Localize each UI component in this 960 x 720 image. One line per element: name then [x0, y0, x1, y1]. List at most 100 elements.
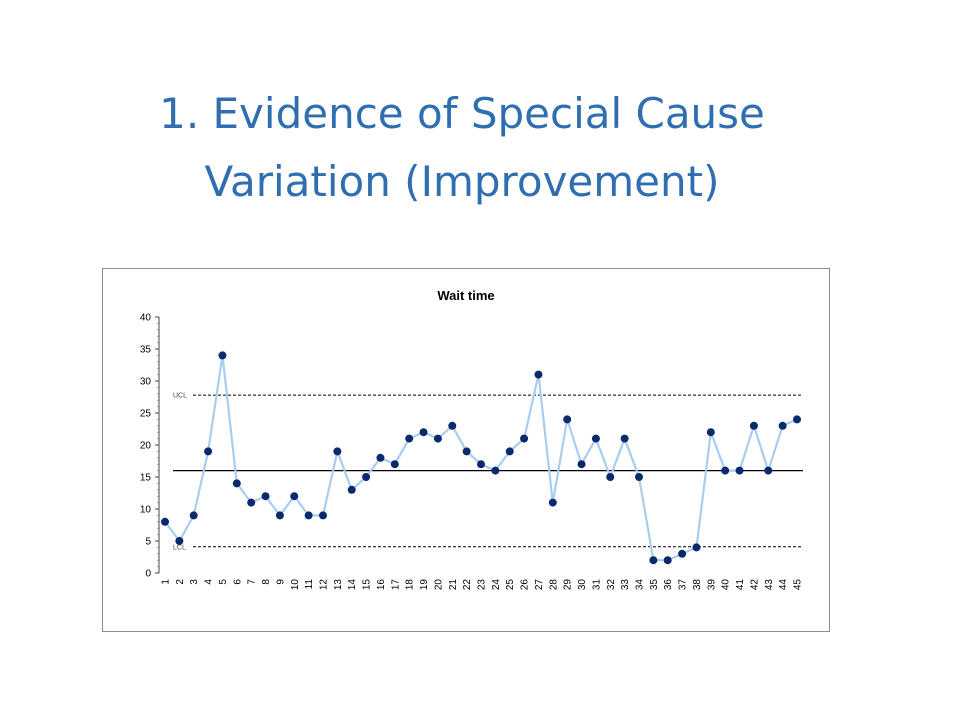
x-tick-label: 9 [275, 579, 286, 585]
x-tick-label: 29 [563, 579, 574, 591]
data-point [390, 460, 399, 469]
data-point [534, 370, 543, 379]
data-point [620, 434, 629, 443]
slide-title: 1. Evidence of Special Cause Variation (… [0, 80, 924, 216]
x-tick-label: 23 [477, 579, 488, 591]
data-point [204, 447, 213, 456]
x-tick-label: 31 [591, 579, 602, 591]
x-tick-label: 4 [204, 579, 215, 585]
x-tick-label: 36 [663, 579, 674, 591]
data-point [232, 479, 241, 488]
data-point [189, 511, 198, 520]
data-point [749, 421, 758, 430]
y-tick-label: 0 [145, 569, 151, 580]
data-point [692, 543, 701, 552]
x-tick-label: 28 [548, 579, 559, 591]
x-tick-label: 37 [678, 579, 689, 591]
x-tick-label: 39 [706, 579, 717, 591]
data-point [462, 447, 471, 456]
x-tick-label: 16 [376, 579, 387, 591]
x-tick-label: 40 [721, 579, 732, 591]
y-tick-label: 20 [140, 441, 152, 452]
x-tick-label: 20 [433, 579, 444, 591]
chart-frame: Wait time UCL LCL 0 5 10 15 20 25 30 35 40 1 2 3 4 5 6 7… [102, 268, 830, 632]
data-point [261, 492, 270, 501]
x-tick-label: 19 [419, 579, 430, 591]
data-point [606, 473, 615, 481]
data-point [563, 415, 572, 424]
data-point [678, 549, 687, 558]
x-tick-label: 33 [620, 579, 631, 591]
x-tick-label: 11 [304, 579, 315, 590]
x-tick-label: 6 [232, 579, 243, 585]
data-point [649, 556, 658, 565]
data-point [505, 447, 514, 456]
x-tick-label: 45 [793, 579, 804, 591]
x-tick-label: 38 [692, 579, 703, 591]
data-point [433, 434, 442, 443]
x-tick-label: 25 [505, 579, 516, 591]
data-point [362, 473, 371, 481]
x-tick-label: 5 [218, 579, 229, 585]
y-tick-label: 35 [140, 345, 152, 356]
data-point [764, 466, 773, 475]
data-point [175, 537, 184, 545]
x-tick-label: 3 [189, 579, 200, 585]
data-point [793, 415, 801, 424]
data-point [247, 498, 256, 507]
x-tick-label: 15 [362, 579, 373, 591]
data-point [419, 428, 428, 437]
data-point [735, 466, 744, 475]
x-tick-label: 41 [735, 579, 746, 591]
data-point [491, 466, 500, 475]
x-tick-label: 7 [247, 579, 258, 585]
chart-title: Wait time [437, 288, 494, 303]
data-point [778, 421, 787, 430]
data-point [376, 453, 385, 462]
x-tick-label: 22 [462, 579, 473, 591]
data-point [405, 434, 414, 443]
x-tick-label: 34 [635, 579, 646, 591]
data-point [477, 460, 485, 469]
y-tick-label: 10 [140, 505, 152, 516]
x-tick-label: 14 [347, 579, 358, 591]
y-tick-label: 5 [145, 537, 151, 548]
data-point [319, 511, 327, 520]
x-tick-label: 8 [261, 579, 272, 585]
lcl-label: LCL [173, 544, 186, 551]
x-tick-label: 13 [333, 579, 344, 591]
data-point [448, 421, 457, 430]
x-tick-label: 12 [319, 579, 330, 591]
data-point [721, 466, 730, 475]
data-point [161, 517, 169, 526]
slide-title-line-1: 1. Evidence of Special Cause [159, 89, 765, 138]
data-point [218, 351, 227, 360]
x-tick-label: 24 [491, 579, 502, 591]
series-line [164, 354, 798, 562]
x-tick-label: 44 [778, 579, 789, 591]
x-tick-label: 32 [606, 579, 617, 591]
data-point [663, 556, 672, 565]
data-point [635, 473, 643, 481]
slide-title-line-2: Variation (Improvement) [204, 157, 720, 206]
x-tick-label: 26 [520, 579, 531, 591]
ucl-label: UCL [173, 393, 187, 400]
x-tick-label: 18 [405, 579, 416, 591]
x-tick-label: 10 [290, 579, 301, 591]
y-tick-label: 30 [140, 377, 152, 388]
x-tick-label: 43 [764, 579, 775, 591]
y-tick-label: 15 [140, 473, 152, 484]
x-tick-label: 21 [448, 579, 459, 591]
data-point [520, 434, 529, 443]
y-tick-label: 40 [140, 313, 152, 324]
data-point [347, 485, 356, 494]
x-tick-label: 30 [577, 579, 588, 591]
x-tick-label: 42 [749, 579, 760, 591]
data-point [706, 428, 715, 437]
data-point [290, 492, 299, 501]
data-point [275, 511, 284, 520]
data-point [333, 447, 342, 456]
x-tick-label: 2 [175, 579, 186, 585]
x-tick-label: 27 [534, 579, 545, 591]
